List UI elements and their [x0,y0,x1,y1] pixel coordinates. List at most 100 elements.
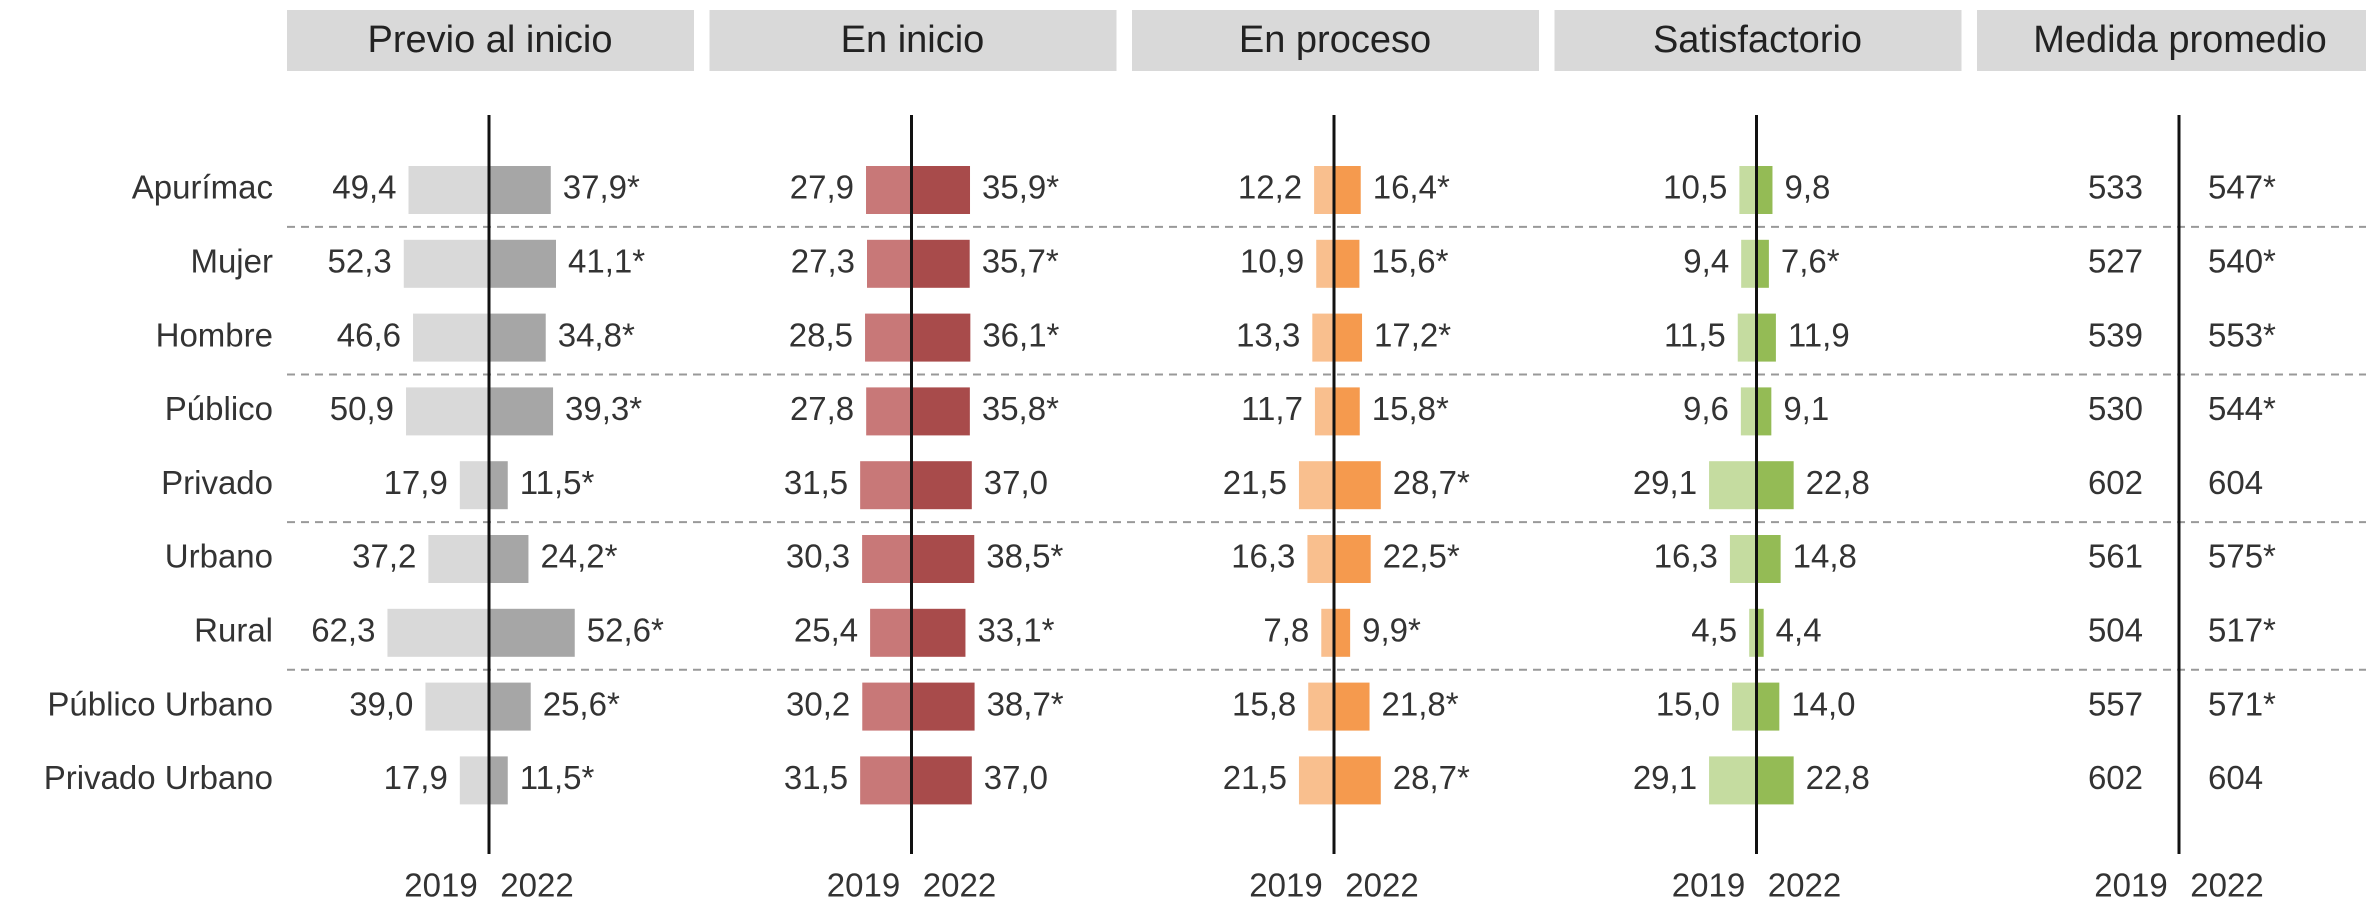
value-label: 35,8* [982,390,1059,427]
bar [1334,239,1360,288]
bar [489,608,575,657]
value-label: 22,8 [1806,759,1870,796]
panel-header [1132,10,1539,71]
value-label: 25,6* [543,685,620,722]
bar [1334,682,1370,731]
bar [911,682,975,731]
bar [459,461,489,510]
category-label: Privado [161,464,273,501]
bar [1334,313,1363,362]
bar [1334,535,1371,583]
panel-header [1977,10,2366,71]
value-label: 14,8 [1793,538,1857,575]
bar [1334,387,1360,436]
value-label: 37,9* [563,169,640,206]
bar [459,756,489,805]
bar [1312,313,1334,362]
value-label: 21,8* [1382,685,1459,722]
value-label: 557 [2088,685,2143,722]
value-label: 28,7* [1393,464,1470,501]
value-label: 539 [2088,316,2143,353]
value-label: 11,5* [520,464,595,501]
value-label: 24,2* [540,538,617,575]
bar [911,756,972,805]
value-label: 12,2 [1238,169,1302,206]
value-label: 604 [2208,464,2263,501]
year-label: 2022 [1768,867,1841,904]
value-label: 21,5 [1223,759,1287,796]
bar [1756,682,1780,731]
value-label: 29,1 [1633,759,1697,796]
bar [1756,461,1794,510]
value-label: 9,6 [1683,390,1729,427]
category-label: Rural [194,612,273,649]
value-label: 9,4 [1683,243,1729,280]
value-label: 9,9* [1362,612,1421,649]
value-label: 38,5* [986,538,1063,575]
value-label: 553* [2208,316,2276,353]
value-label: 49,4 [332,169,396,206]
value-label: 30,3 [786,538,850,575]
category-label: Hombre [156,316,273,353]
bar [408,166,489,214]
value-label: 52,3 [328,243,392,280]
value-label: 11,7 [1241,390,1303,427]
value-label: 52,6* [587,612,664,649]
value-label: 4,5 [1691,612,1737,649]
bar [911,313,971,362]
bar [1314,166,1334,214]
panel-title: En proceso [1239,19,1431,61]
year-label: 2019 [2094,867,2167,904]
value-label: 27,8 [790,390,854,427]
bar [1314,387,1334,436]
bar [1334,756,1381,805]
bar [1756,166,1773,214]
year-label: 2019 [1672,867,1745,904]
bar [1749,608,1757,657]
bar [1732,682,1757,731]
value-label: 28,5 [789,316,853,353]
year-label: 2022 [2190,867,2263,904]
value-label: 17,9 [384,464,448,501]
value-label: 22,5* [1383,538,1460,575]
value-label: 9,8 [1784,169,1830,206]
value-label: 7,8 [1263,612,1309,649]
value-label: 530 [2088,390,2143,427]
bar [428,535,489,583]
bar [406,387,489,436]
value-label: 4,4 [1776,612,1822,649]
value-label: 11,5* [520,759,595,796]
bar [489,166,551,214]
bar [1334,461,1381,510]
panel-title: En inicio [841,19,985,61]
value-label: 37,2 [352,538,416,575]
bar [1308,682,1334,731]
value-label: 37,0 [984,464,1048,501]
bar [489,461,508,510]
value-label: 35,7* [982,243,1059,280]
value-label: 27,9 [790,169,854,206]
bar [489,756,508,805]
category-label: Público Urbano [47,685,273,722]
bar [1321,608,1334,657]
value-label: 602 [2088,464,2143,501]
bar [870,608,912,657]
panel-header [287,10,694,71]
category-label: Mujer [190,243,273,280]
bar [413,313,489,362]
bar [911,239,970,288]
year-label: 2022 [923,867,996,904]
bar [1756,313,1776,362]
bar [1756,756,1794,805]
value-label: 62,3 [311,612,375,649]
value-label: 561 [2088,538,2143,575]
category-label: Público [165,390,273,427]
value-label: 41,1* [568,243,645,280]
bar [862,535,912,583]
value-label: 602 [2088,759,2143,796]
bar [1756,535,1781,583]
year-label: 2022 [1345,867,1418,904]
bar [862,682,912,731]
value-label: 527 [2088,243,2143,280]
bar [860,756,912,805]
